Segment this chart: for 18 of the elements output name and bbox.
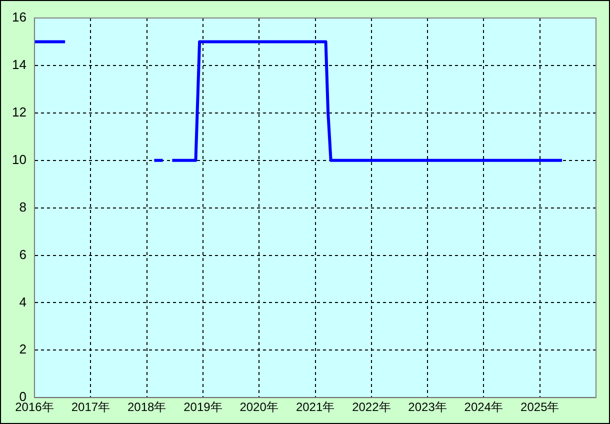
y-tick-label: 4 [19,294,26,310]
x-tick-label: 2020年 [240,400,278,414]
y-tick-label: 16 [12,10,26,25]
x-tick-label: 2023年 [408,400,447,414]
y-tick-label: 12 [12,104,26,120]
x-tick-label: 2017年 [71,400,110,414]
x-tick-label: 2021年 [296,400,335,414]
y-tick-label: 8 [19,199,26,214]
y-tick-label: 10 [12,152,26,167]
x-tick-label: 2018年 [127,400,166,414]
x-tick-label: 2016年 [15,400,54,414]
x-tick-label: 2025年 [520,400,560,414]
x-tick-label: 2019年 [184,400,222,414]
y-tick-label: 6 [19,246,26,262]
y-tick-label: 14 [12,57,26,72]
y-tick-label: 2 [19,342,26,357]
x-tick-label: 2024年 [464,400,503,414]
x-tick-label: 2022年 [352,400,391,414]
